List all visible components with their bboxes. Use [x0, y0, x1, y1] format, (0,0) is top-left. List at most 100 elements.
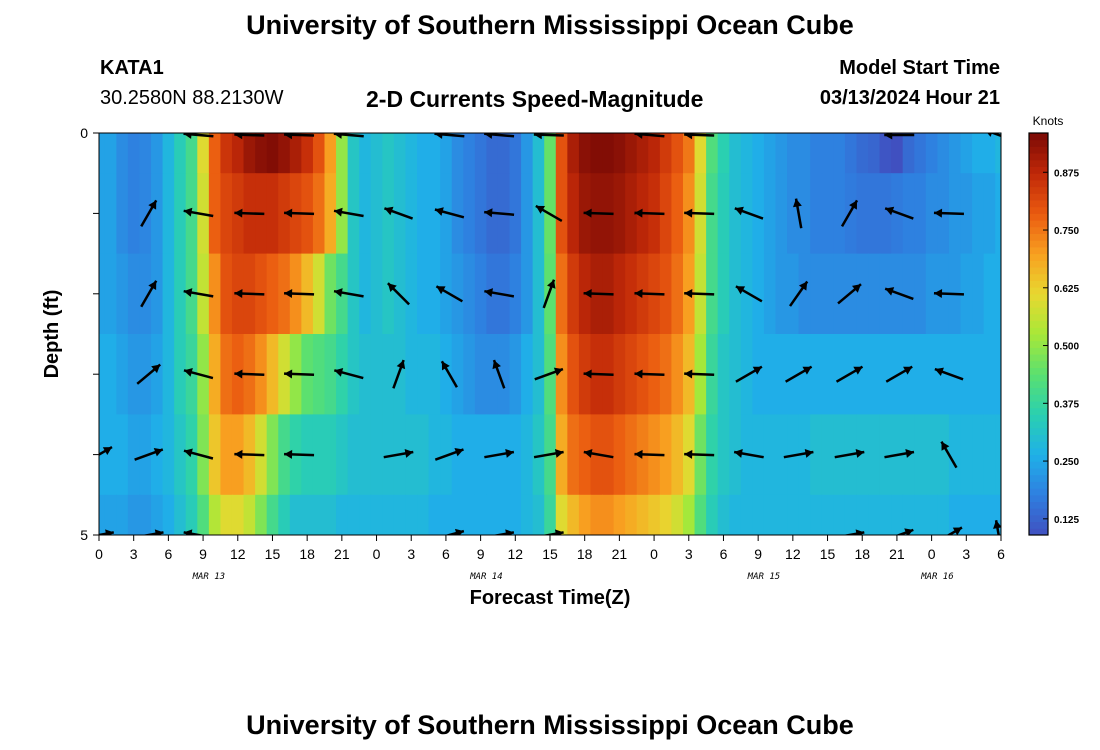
- heatmap-cell: [729, 414, 742, 496]
- colorbar-segment: [1029, 334, 1048, 342]
- heatmap-cell: [613, 133, 626, 174]
- heatmap-cell: [99, 414, 106, 496]
- heatmap-cell: [393, 133, 407, 174]
- heatmap-cell: [810, 334, 823, 415]
- heatmap-cell: [289, 494, 302, 535]
- heatmap-cell: [821, 173, 834, 254]
- current-vector: [333, 133, 364, 139]
- heatmap-cell: [902, 334, 915, 415]
- station-coords: 30.2580N 88.2130W: [100, 87, 284, 109]
- heatmap-cell: [104, 494, 117, 535]
- colorbar-segment: [1029, 220, 1048, 228]
- heatmap-cell: [417, 253, 430, 335]
- heatmap-cell: [521, 133, 534, 174]
- heatmap-cell: [208, 414, 222, 496]
- heatmap-cell: [995, 334, 1001, 415]
- heatmap-cell: [428, 173, 441, 254]
- heatmap-cell: [509, 173, 522, 254]
- heatmap-cell: [925, 414, 938, 496]
- heatmap-cell: [208, 494, 222, 535]
- heatmap-cell: [428, 253, 441, 335]
- colorbar-segment: [1029, 447, 1048, 456]
- heatmap-cell: [127, 494, 141, 535]
- colorbar-segment: [1029, 394, 1048, 402]
- heatmap-cell: [382, 414, 395, 496]
- heatmap-cell: [555, 334, 568, 415]
- heatmap-cell: [208, 334, 222, 415]
- heatmap-cell: [717, 133, 730, 174]
- heatmap-cell: [798, 414, 811, 496]
- heatmap-cell: [544, 253, 557, 335]
- current-vector: [840, 199, 859, 228]
- heatmap-cell: [879, 173, 892, 254]
- heatmap-cell: [99, 133, 106, 174]
- heatmap-cell: [324, 334, 337, 415]
- heatmap-cell: [972, 253, 985, 335]
- current-vector: [533, 448, 564, 459]
- heatmap-cell: [775, 253, 788, 335]
- heatmap-cell: [567, 253, 580, 335]
- current-vector: [434, 207, 465, 219]
- x-tick-label: 6: [997, 546, 1005, 562]
- heatmap-cell: [243, 494, 256, 535]
- current-vector: [183, 448, 214, 460]
- current-vector: [284, 208, 315, 218]
- heatmap-cell: [382, 334, 395, 415]
- heatmap-cell: [729, 173, 742, 254]
- colorbar-segment: [1029, 481, 1048, 489]
- heatmap-cell: [717, 173, 730, 254]
- heatmap-cell: [821, 133, 834, 174]
- current-vector: [835, 365, 864, 383]
- heatmap-cell: [474, 334, 487, 415]
- current-vector: [284, 289, 315, 299]
- heatmap-cell: [659, 414, 673, 496]
- colorbar: 0.125 0.250 0.375 0.500 0.625 0.750 0.875: [1028, 132, 1079, 536]
- heatmap-cell: [740, 494, 753, 535]
- colorbar-segment: [1029, 233, 1048, 241]
- colorbar-segment: [1029, 327, 1048, 335]
- heatmap-cell: [602, 414, 615, 496]
- heatmap-cell: [220, 494, 233, 535]
- heatmap-cell: [752, 253, 765, 335]
- colorbar-segment: [1029, 159, 1048, 167]
- heatmap-cell: [243, 133, 256, 174]
- heatmap-cell: [775, 414, 788, 496]
- heatmap-cell: [798, 334, 811, 415]
- heatmap-cell: [208, 173, 222, 254]
- heatmap-cell: [659, 173, 673, 254]
- heatmap-cell: [983, 414, 996, 496]
- current-vector: [733, 448, 764, 459]
- colorbar-segment: [1029, 307, 1048, 315]
- heatmap-cell: [359, 253, 372, 335]
- heatmap-cell: [347, 133, 360, 174]
- heatmap-cell: [613, 494, 626, 535]
- current-vector: [946, 526, 963, 535]
- current-vector: [541, 529, 564, 535]
- heatmap-cell: [440, 253, 453, 335]
- heatmap-cell: [868, 253, 881, 335]
- colorbar-segment: [1029, 421, 1048, 429]
- heatmap-cell: [787, 494, 800, 535]
- heatmap-cell: [671, 253, 684, 335]
- colorbar-segment: [1029, 193, 1048, 201]
- heatmap-cell: [312, 253, 326, 335]
- heatmap-cell: [417, 414, 430, 496]
- current-vector: [183, 529, 206, 535]
- heatmap-cell: [521, 334, 534, 415]
- current-vector: [933, 208, 964, 218]
- colorbar-segment: [1029, 246, 1048, 255]
- heatmap-cell: [763, 253, 777, 335]
- heatmap-cell: [486, 253, 499, 335]
- heatmap-cell: [393, 334, 407, 415]
- x-tick-label: 12: [508, 546, 524, 562]
- heatmap-cell: [636, 494, 649, 535]
- heatmap-cell: [174, 133, 187, 174]
- x-tick-label: 9: [199, 546, 207, 562]
- date-label: MAR 15: [747, 572, 781, 582]
- heatmap-cell: [405, 253, 418, 335]
- current-vector: [834, 448, 865, 459]
- heatmap-cell: [995, 173, 1001, 254]
- heatmap-cell: [763, 494, 777, 535]
- footer-title: University of Southern Mississippi Ocean…: [246, 710, 854, 740]
